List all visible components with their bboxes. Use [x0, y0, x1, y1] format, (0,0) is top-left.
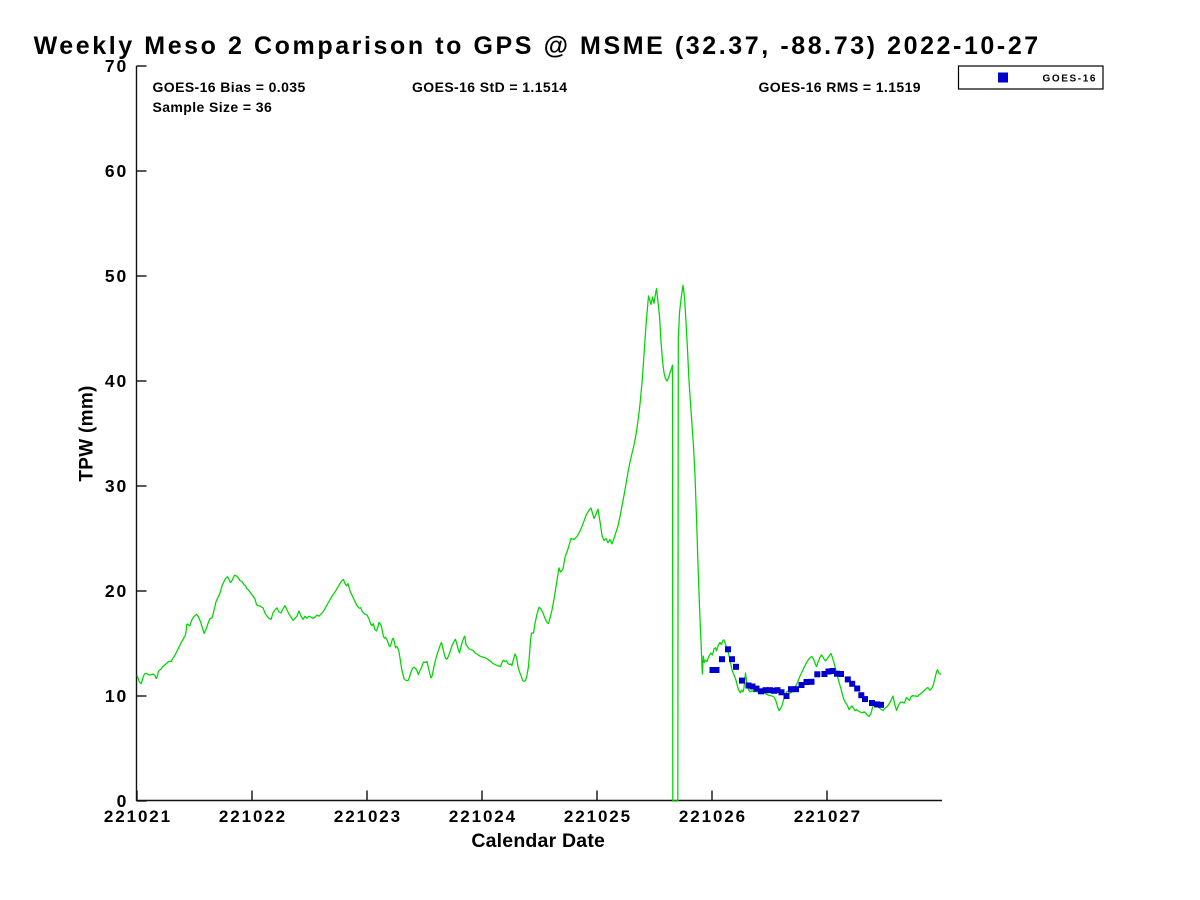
svg-text:Sample Size = 36: Sample Size = 36: [153, 99, 273, 115]
svg-text:221025: 221025: [564, 807, 632, 826]
svg-text:10: 10: [105, 686, 128, 706]
svg-text:GOES-16 StD = 1.1514: GOES-16 StD = 1.1514: [412, 79, 567, 95]
svg-text:221023: 221023: [334, 807, 402, 826]
svg-text:TPW (mm): TPW (mm): [77, 385, 98, 481]
svg-text:60: 60: [105, 161, 128, 181]
svg-text:221024: 221024: [449, 807, 517, 826]
svg-text:Calendar Date: Calendar Date: [471, 830, 605, 852]
svg-text:40: 40: [105, 371, 128, 391]
svg-text:70: 70: [105, 56, 128, 76]
svg-text:20: 20: [105, 581, 128, 601]
svg-text:221027: 221027: [794, 807, 862, 826]
svg-text:221026: 221026: [679, 807, 747, 826]
svg-text:GOES-16 Bias = 0.035: GOES-16 Bias = 0.035: [153, 79, 306, 95]
svg-text:221022: 221022: [219, 807, 287, 826]
svg-text:30: 30: [105, 476, 128, 496]
svg-text:221021: 221021: [104, 807, 172, 826]
svg-text:GOES-16 RMS = 1.1519: GOES-16 RMS = 1.1519: [759, 79, 921, 95]
svg-text:50: 50: [105, 266, 128, 286]
svg-text:GOES-16: GOES-16: [1043, 74, 1098, 85]
svg-text:0: 0: [117, 791, 129, 811]
svg-text:Weekly Meso 2 Comparison to GP: Weekly Meso 2 Comparison to GPS @ MSME (…: [34, 32, 1041, 60]
